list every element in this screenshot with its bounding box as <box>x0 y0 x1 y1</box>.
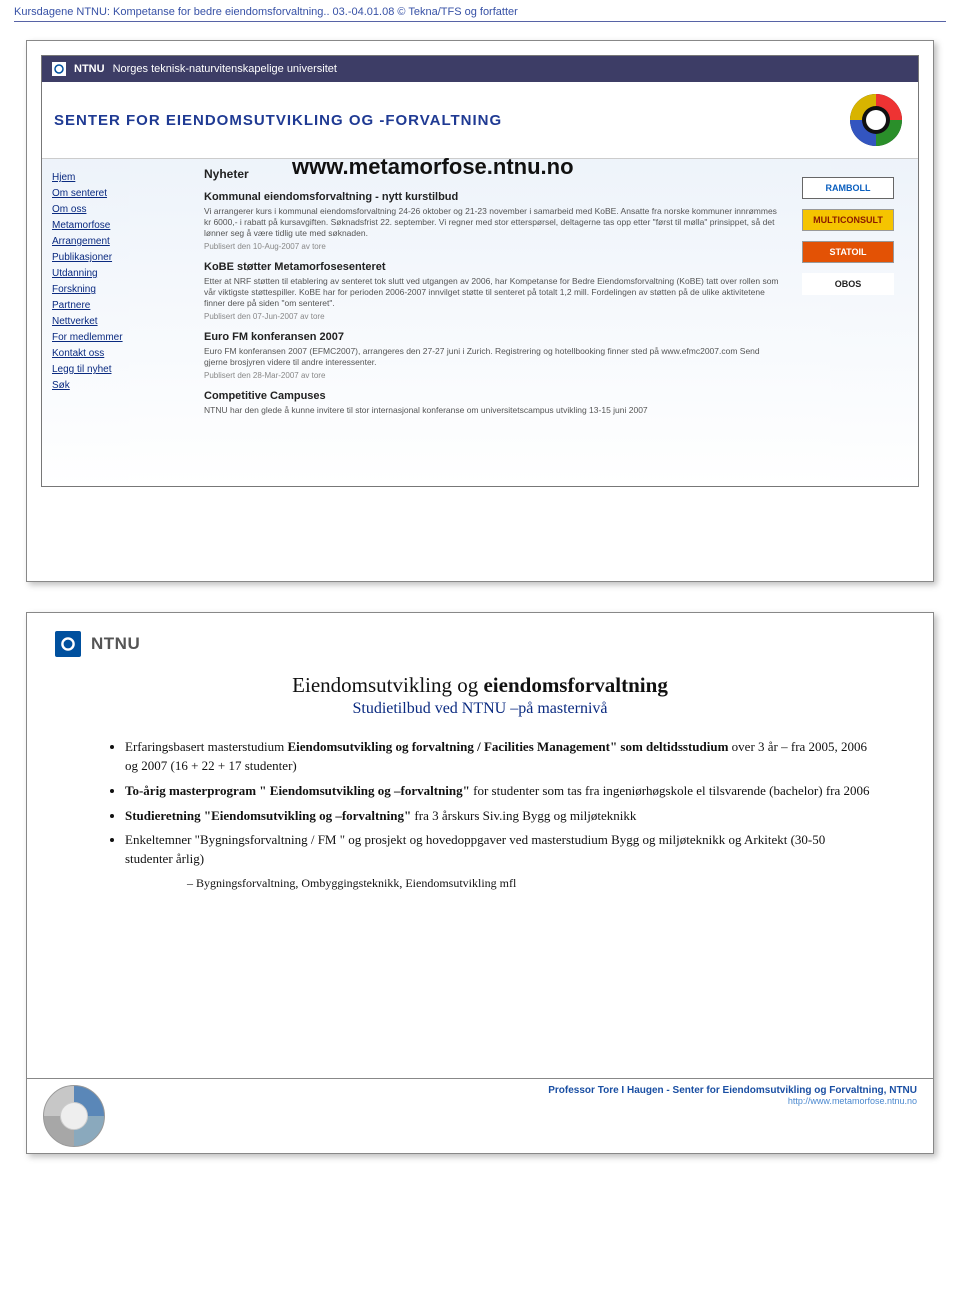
wheel-icon <box>43 1085 113 1145</box>
header-left: Kursdagene NTNU: Kompetanse for bedre ei… <box>14 6 518 18</box>
ntnu-logo-icon <box>52 62 66 76</box>
nav-link[interactable]: Søk <box>52 380 182 391</box>
site-header: SENTER FOR EIENDOMSUTVIKLING OG -FORVALT… <box>42 82 918 159</box>
footer-line1: Professor Tore I Haugen - Senter for Eie… <box>548 1085 917 1096</box>
title-sub: Studietilbud ved NTNU –på masternivå <box>55 700 905 718</box>
ntnu-logo-text: NTNU <box>91 634 140 654</box>
news-body: Etter at NRF støtten til etablering av s… <box>204 276 784 309</box>
news-title: Competitive Campuses <box>204 390 784 402</box>
site-url: www.metamorfose.ntnu.no <box>292 154 574 180</box>
footer-line2: http://www.metamorfose.ntnu.no <box>548 1096 917 1106</box>
nav-link[interactable]: Om oss <box>52 204 182 215</box>
news-title: Euro FM konferansen 2007 <box>204 331 784 343</box>
news-pubdate: Publisert den 10-Aug-2007 av tore <box>204 242 784 251</box>
ntnu-logo-icon <box>55 631 81 657</box>
side-nav: Hjem Om senteret Om oss Metamorfose Arrangem… <box>42 159 192 479</box>
bullet-item: To-årig masterprogram " Eiendomsutviklin… <box>125 782 875 801</box>
news-body: Vi arrangerer kurs i kommunal eiendomsfo… <box>204 206 784 239</box>
nav-link[interactable]: Nettverket <box>52 316 182 327</box>
news-body: Euro FM konferansen 2007 (EFMC2007), arr… <box>204 346 784 368</box>
slide2-bullets: Erfaringsbasert masterstudium Eiendomsut… <box>85 738 875 892</box>
nav-link[interactable]: Metamorfose <box>52 220 182 231</box>
news-pubdate: Publisert den 07-Jun-2007 av tore <box>204 312 784 321</box>
sub-bullet: Bygningsforvaltning, Ombyggingsteknikk, … <box>187 875 875 892</box>
slide2-title: Eiendomsutvikling og eiendomsforvaltning… <box>55 673 905 718</box>
sponsor-badge: MULTICONSULT <box>802 209 894 231</box>
nav-link[interactable]: Hjem <box>52 172 182 183</box>
nav-link[interactable]: Utdanning <box>52 268 182 279</box>
sponsor-badge: STATOIL <box>802 241 894 263</box>
bullet-item: Enkeltemner "Bygningsforvaltning / FM " … <box>125 831 875 892</box>
title-part2: eiendomsforvaltning <box>483 673 667 697</box>
nav-link[interactable]: Arrangement <box>52 236 182 247</box>
bullet-item: Studieretning "Eiendomsutvikling og –for… <box>125 807 875 826</box>
center-title: SENTER FOR EIENDOMSUTVIKLING OG -FORVALT… <box>54 112 502 129</box>
nav-link[interactable]: Kontakt oss <box>52 348 182 359</box>
bullet-item: Erfaringsbasert masterstudium Eiendomsut… <box>125 738 875 776</box>
nav-link[interactable]: Om senteret <box>52 188 182 199</box>
news-body: NTNU har den glede å kunne invitere til … <box>204 405 784 416</box>
sponsor-column: RAMBOLL MULTICONSULT STATOIL OBOS <box>796 159 918 479</box>
news-title: Kommunal eiendomsforvaltning - nytt kurs… <box>204 191 784 203</box>
title-part1: Eiendomsutvikling og <box>292 673 483 697</box>
nav-link[interactable]: Forskning <box>52 284 182 295</box>
ring-logo-icon <box>846 90 906 150</box>
slide-1: NTNU Norges teknisk-naturvitenskapelige … <box>26 40 934 582</box>
nav-link[interactable]: For medlemmer <box>52 332 182 343</box>
nav-link[interactable]: Publikasjoner <box>52 252 182 263</box>
site-topbar: NTNU Norges teknisk-naturvitenskapelige … <box>42 56 918 82</box>
page-running-header: Kursdagene NTNU: Kompetanse for bedre ei… <box>14 6 946 22</box>
news-pubdate: Publisert den 28-Mar-2007 av tore <box>204 371 784 380</box>
nav-link[interactable]: Legg til nyhet <box>52 364 182 375</box>
nav-link[interactable]: Partnere <box>52 300 182 311</box>
ntnu-logo-row: NTNU <box>55 631 905 657</box>
news-column: Nyheter Kommunal eiendomsforvaltning - n… <box>192 159 796 479</box>
website-screenshot: NTNU Norges teknisk-naturvitenskapelige … <box>41 55 919 487</box>
sponsor-badge: RAMBOLL <box>802 177 894 199</box>
slide-2: NTNU Eiendomsutvikling og eiendomsforval… <box>26 612 934 1154</box>
topbar-brand: NTNU <box>74 63 105 75</box>
topbar-text: Norges teknisk-naturvitenskapelige unive… <box>113 63 337 75</box>
slide2-footer: Professor Tore I Haugen - Senter for Eie… <box>27 1078 933 1145</box>
sponsor-badge: OBOS <box>802 273 894 295</box>
news-title: KoBE støtter Metamorfosesenteret <box>204 261 784 273</box>
